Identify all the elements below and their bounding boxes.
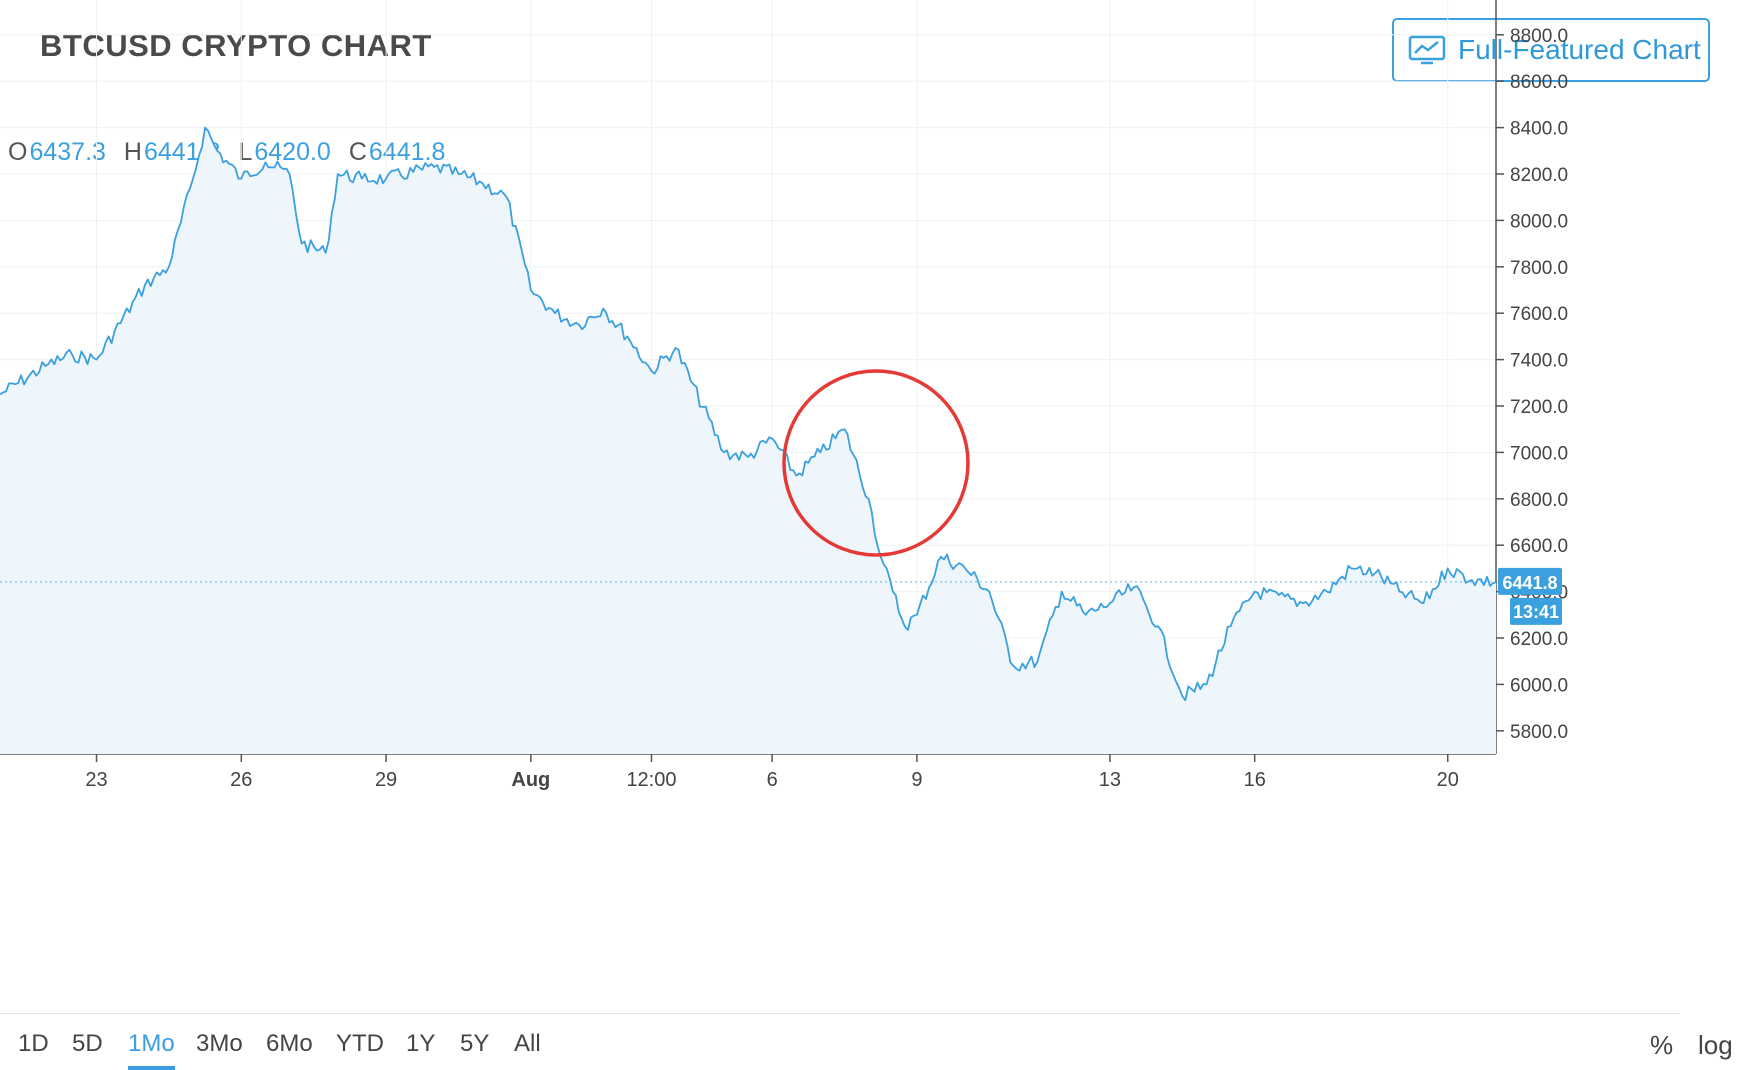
x-tick-label: 23	[85, 769, 107, 791]
open-value: 6437.3	[29, 138, 106, 166]
price-chart[interactable]: 23 26 29 Aug 12:00 6 9 13 16 20 5800.0 6000.0 6200.0…	[0, 0, 1758, 880]
y-tick-label: 7400.0	[1510, 351, 1568, 372]
y-tick-label: 8600.0	[1510, 72, 1568, 93]
y-tick-label: 7000.0	[1510, 443, 1568, 464]
timeframe-5y[interactable]: 5Y	[460, 1030, 490, 1057]
log-toggle[interactable]: log	[1698, 1030, 1733, 1060]
series-line	[0, 126, 1497, 702]
y-tick-label: 6600.0	[1510, 536, 1568, 557]
x-tick-label: Aug	[511, 769, 550, 791]
y-tick-label: 5800.0	[1510, 722, 1568, 743]
timeframe-all[interactable]: All	[514, 1030, 541, 1057]
timeframe-5d[interactable]: 5D	[72, 1030, 103, 1057]
timeframe-1y[interactable]: 1Y	[406, 1030, 436, 1057]
close-label: C	[348, 138, 367, 166]
timeframe-6mo[interactable]: 6Mo	[266, 1030, 313, 1057]
low-label: L	[238, 138, 253, 166]
timeframe-ytd[interactable]: YTD	[336, 1030, 384, 1057]
x-tick-label: 20	[1437, 769, 1459, 791]
x-tick-label: 9	[911, 769, 922, 791]
y-tick-label: 6800.0	[1510, 490, 1568, 511]
timeframe-bar: % log 1D 5D 1Mo 3Mo 6Mo YTD 1Y 5Y All	[0, 1010, 1758, 1070]
y-tick-label: 8400.0	[1510, 119, 1568, 140]
last-price-label: 6441.8	[1502, 573, 1557, 593]
high-label: H	[123, 138, 142, 166]
x-tick-label: 26	[230, 769, 252, 791]
x-tick-label: 29	[375, 769, 397, 791]
x-tick-label: 13	[1099, 769, 1121, 791]
countdown-label: 13:41	[1513, 602, 1559, 622]
x-tick-label: 16	[1244, 769, 1266, 791]
page-title: BTCUSD CRYPTO CHART	[40, 28, 432, 63]
y-tick-label: 7600.0	[1510, 304, 1568, 325]
timeframe-1d[interactable]: 1D	[18, 1030, 49, 1057]
y-tick-label: 6200.0	[1510, 629, 1568, 650]
y-tick-label: 7800.0	[1510, 258, 1568, 279]
x-tick-label: 12:00	[626, 769, 676, 791]
x-tick-label: 6	[767, 769, 778, 791]
last-price-badge	[1498, 567, 1562, 595]
y-tick-label: 8800.0	[1510, 26, 1568, 47]
low-value: 6420.0	[254, 138, 331, 166]
ohlc-readout: O6437.3 H6441.8 L6420.0 C6441.8	[8, 138, 445, 167]
series-area	[0, 127, 1496, 755]
percent-toggle[interactable]: %	[1650, 1030, 1674, 1060]
timeframe-3mo[interactable]: 3Mo	[196, 1030, 243, 1057]
line-chart-monitor-icon	[1408, 35, 1446, 65]
open-label: O	[8, 138, 28, 166]
full-featured-chart-button[interactable]: Full-Featured Chart	[1392, 18, 1710, 82]
y-tick-label: 7200.0	[1510, 397, 1568, 418]
y-tick-label: 6000.0	[1510, 675, 1568, 696]
timeframe-1mo[interactable]: 1Mo	[128, 1030, 175, 1070]
close-value: 6441.8	[368, 138, 446, 166]
toolbar-divider	[0, 1013, 1680, 1014]
annotation-circle	[782, 369, 970, 557]
full-featured-chart-label: Full-Featured Chart	[1458, 34, 1701, 65]
countdown-badge	[1510, 597, 1562, 625]
y-tick-label: 8200.0	[1510, 165, 1568, 186]
y-tick-label: 8000.0	[1510, 211, 1568, 232]
